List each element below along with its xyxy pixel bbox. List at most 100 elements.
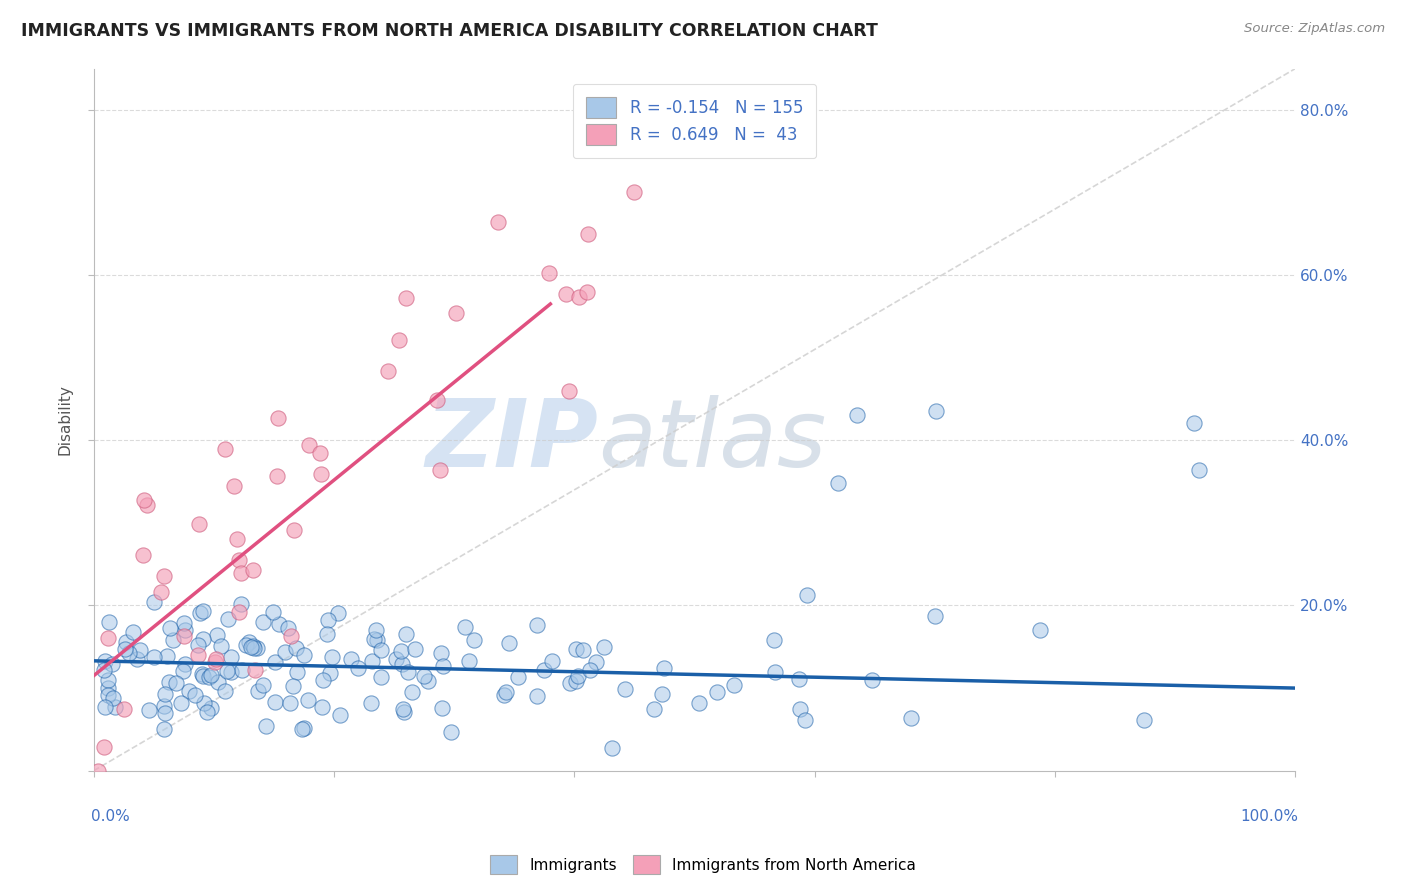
Point	[311, 699, 333, 714]
Point	[298, 437, 321, 451]
Point	[114, 641, 136, 656]
Point	[209, 639, 232, 653]
Point	[315, 627, 337, 641]
Point	[200, 701, 222, 715]
Y-axis label: Disability: Disability	[58, 384, 72, 455]
Point	[186, 638, 208, 652]
Point	[787, 672, 810, 686]
Point	[149, 585, 172, 599]
Point	[360, 696, 382, 710]
Point	[292, 722, 315, 736]
Point	[321, 650, 343, 665]
Point	[329, 708, 352, 723]
Point	[207, 675, 229, 690]
Point	[101, 657, 124, 672]
Point	[195, 705, 218, 719]
Point	[221, 665, 243, 679]
Point	[153, 568, 176, 582]
Point	[392, 702, 415, 716]
Point	[285, 665, 308, 679]
Point	[292, 648, 315, 662]
Point	[280, 696, 302, 710]
Point	[173, 629, 195, 643]
Point	[97, 673, 120, 687]
Point	[576, 227, 599, 241]
Point	[538, 266, 561, 280]
Point	[900, 711, 922, 725]
Point	[444, 306, 467, 320]
Point	[280, 630, 302, 644]
Point	[183, 688, 205, 702]
Point	[495, 685, 517, 699]
Point	[93, 739, 115, 754]
Point	[328, 606, 350, 620]
Point	[763, 665, 786, 679]
Point	[191, 604, 214, 618]
Point	[179, 684, 201, 698]
Text: ZIP: ZIP	[426, 394, 599, 487]
Point	[392, 705, 415, 719]
Point	[238, 635, 260, 649]
Point	[395, 627, 418, 641]
Point	[231, 566, 253, 581]
Point	[191, 666, 214, 681]
Point	[723, 678, 745, 692]
Point	[377, 364, 399, 378]
Point	[555, 287, 578, 301]
Point	[396, 665, 419, 680]
Point	[243, 641, 266, 656]
Point	[153, 699, 176, 714]
Point	[193, 696, 215, 710]
Point	[143, 650, 166, 665]
Point	[252, 678, 274, 692]
Point	[1132, 713, 1154, 727]
Point	[284, 641, 307, 656]
Point	[432, 658, 454, 673]
Point	[526, 618, 548, 632]
Text: atlas: atlas	[599, 395, 827, 486]
Point	[156, 649, 179, 664]
Text: Source: ZipAtlas.com: Source: ZipAtlas.com	[1244, 22, 1385, 36]
Point	[242, 639, 264, 653]
Point	[291, 723, 314, 737]
Point	[571, 643, 593, 657]
Point	[558, 675, 581, 690]
Point	[860, 673, 883, 687]
Point	[243, 663, 266, 677]
Point	[153, 706, 176, 720]
Point	[391, 657, 413, 671]
Text: 0.0%: 0.0%	[91, 809, 129, 824]
Point	[235, 638, 257, 652]
Point	[264, 655, 287, 669]
Point	[136, 498, 159, 512]
Point	[614, 682, 637, 697]
Point	[1182, 416, 1205, 430]
Point	[1188, 463, 1211, 477]
Point	[246, 684, 269, 698]
Point	[153, 687, 176, 701]
Point	[492, 688, 515, 702]
Point	[429, 463, 451, 477]
Point	[426, 392, 449, 407]
Point	[112, 702, 135, 716]
Point	[395, 291, 418, 305]
Point	[229, 597, 252, 611]
Point	[567, 669, 589, 683]
Point	[222, 479, 245, 493]
Point	[363, 632, 385, 647]
Point	[454, 620, 477, 634]
Point	[132, 548, 155, 562]
Point	[269, 617, 291, 632]
Point	[651, 687, 673, 701]
Point	[439, 725, 461, 739]
Point	[118, 646, 141, 660]
Point	[114, 635, 136, 649]
Point	[558, 384, 581, 399]
Point	[416, 674, 439, 689]
Point	[173, 615, 195, 630]
Point	[214, 442, 236, 457]
Point	[191, 632, 214, 647]
Point	[134, 493, 156, 508]
Point	[143, 594, 166, 608]
Point	[846, 408, 869, 422]
